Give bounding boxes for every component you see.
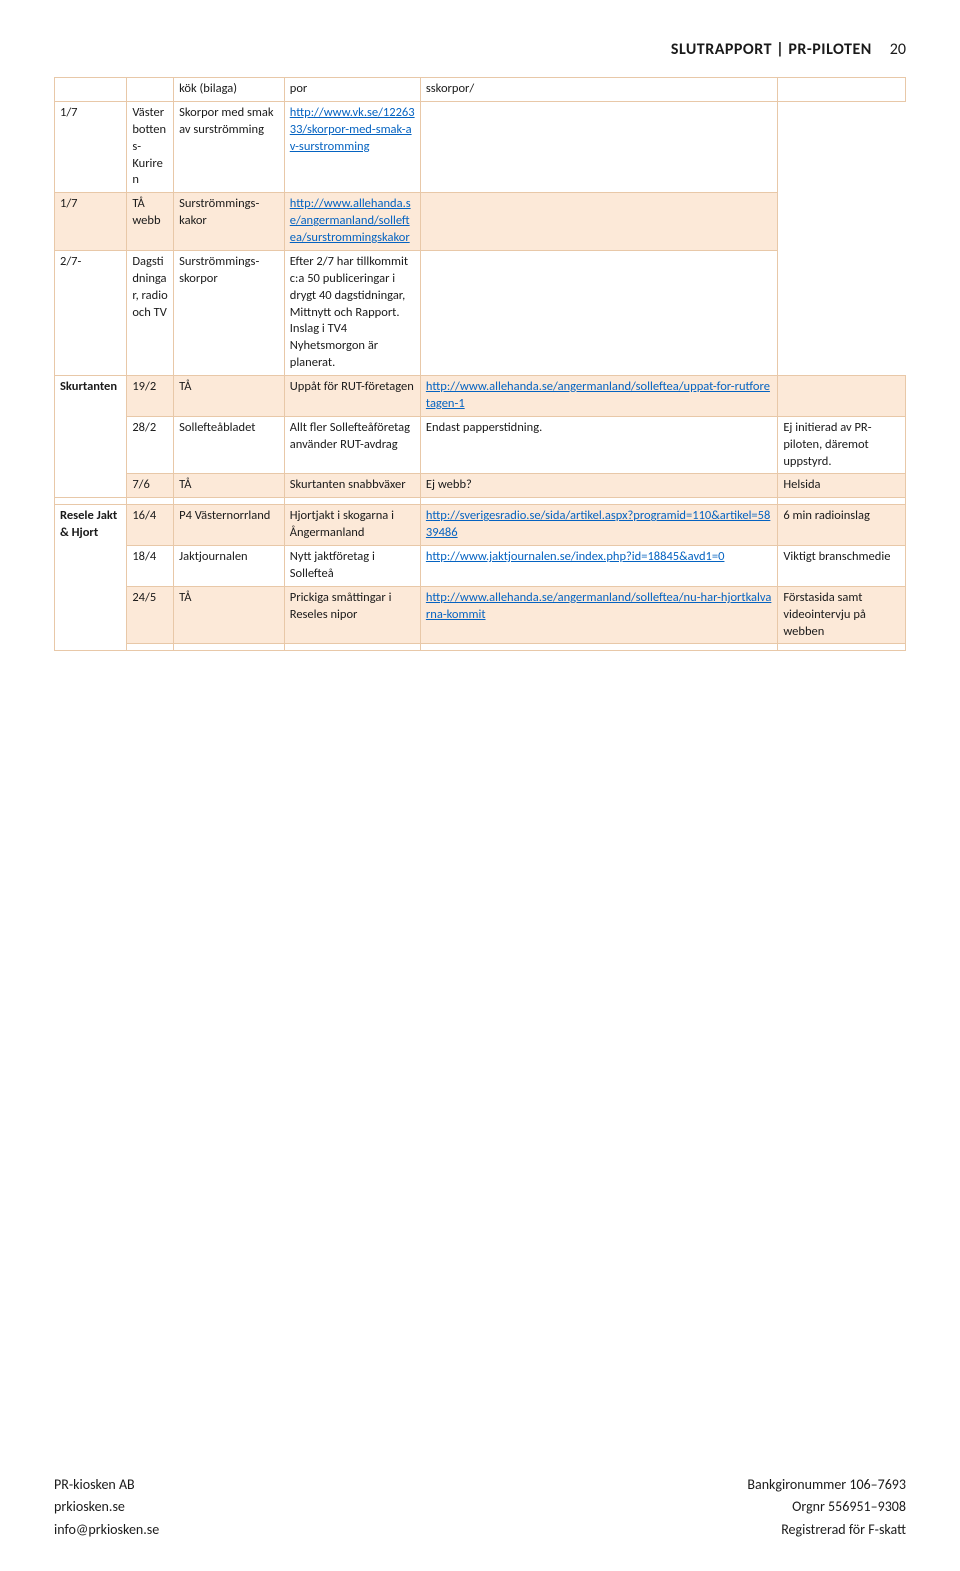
table-cell: http://www.vk.se/1226333/skorpor-med-sma… [284, 101, 420, 192]
table-cell: sskorpor/ [420, 78, 777, 102]
table-cell: Dagstidningar, radio och TV [127, 250, 174, 375]
table-cell [420, 644, 777, 651]
table-row: 18/4JaktjournalenNytt jaktföretag i Soll… [55, 546, 906, 587]
table-row: kök (bilaga)porsskorpor/ [55, 78, 906, 102]
table-cell [174, 498, 285, 505]
table-cell [420, 193, 777, 251]
table-cell: P4 Västernorrland [174, 505, 285, 546]
table-cell [420, 250, 777, 375]
page-footer: PR-kiosken ABprkiosken.seinfo@prkiosken.… [54, 1474, 906, 1541]
footer-right: Bankgironummer 106–7693Orgnr 556951–9308… [747, 1474, 906, 1541]
page-header: SLUTRAPPORT | PR-PILOTEN 20 [54, 40, 906, 59]
report-table: kök (bilaga)porsskorpor/1/7Västerbottens… [54, 77, 906, 651]
table-row: 24/5TÅPrickiga småttingar i Reseles nipo… [55, 586, 906, 644]
table-cell: Ej initierad av PR-piloten, däremot upps… [778, 416, 906, 474]
table-cell: 19/2 [127, 376, 174, 417]
table-cell [174, 644, 285, 651]
table-cell [127, 644, 174, 651]
table-cell [284, 644, 420, 651]
table-cell: Skurtanten snabbväxer [284, 474, 420, 498]
table-row: 2/7-Dagstidningar, radio och TVSurströmm… [55, 250, 906, 375]
link-cell[interactable]: http://www.allehanda.se/angermanland/sol… [426, 379, 770, 411]
table-cell: http://sverigesradio.se/sida/artikel.asp… [420, 505, 777, 546]
table-cell: 18/4 [127, 546, 174, 587]
table-row: 28/2SollefteåbladetAllt fler Sollefteåfö… [55, 416, 906, 474]
table-cell: TÅ [174, 376, 285, 417]
table-cell [778, 376, 906, 417]
table-cell: http://www.allehanda.se/angermanland/sol… [284, 193, 420, 251]
table-cell: 1/7 [55, 101, 127, 192]
link-cell[interactable]: http://www.jaktjournalen.se/index.php?id… [426, 549, 725, 564]
table-cell: Efter 2/7 har tillkommit c:a 50 publicer… [284, 250, 420, 375]
table-row [55, 498, 906, 505]
link-cell[interactable]: http://www.vk.se/1226333/skorpor-med-sma… [290, 105, 415, 154]
footer-line: Bankgironummer 106–7693 [747, 1474, 906, 1496]
table-cell: http://www.allehanda.se/angermanland/sol… [420, 376, 777, 417]
table-row: 7/6TÅSkurtanten snabbväxerEj webb?Helsid… [55, 474, 906, 498]
table-cell: Sollefteåbladet [174, 416, 285, 474]
table-cell: TÅ [174, 474, 285, 498]
footer-line: Registrerad för F-skatt [747, 1519, 906, 1541]
group-cell: Skurtanten [55, 376, 127, 498]
table-cell: por [284, 78, 420, 102]
table-cell [778, 498, 906, 505]
table-cell: Jaktjournalen [174, 546, 285, 587]
table-cell: 16/4 [127, 505, 174, 546]
table-cell: 28/2 [127, 416, 174, 474]
table-cell: Allt fler Sollefteåföretag använder RUT-… [284, 416, 420, 474]
table-cell [778, 78, 906, 102]
table-cell: http://www.allehanda.se/angermanland/sol… [420, 586, 777, 644]
table-cell: 1/7 [55, 193, 127, 251]
table-cell: Prickiga småttingar i Reseles nipor [284, 586, 420, 644]
group-cell [55, 78, 127, 102]
table-cell: Hjortjakt i skogarna i Ångermanland [284, 505, 420, 546]
link-cell[interactable]: http://www.allehanda.se/angermanland/sol… [290, 196, 411, 245]
table-cell: Surströmmings-skorpor [174, 250, 285, 375]
table-cell: Ej webb? [420, 474, 777, 498]
table-row: 1/7TÅ webbSurströmmings-kakorhttp://www.… [55, 193, 906, 251]
table-cell: Endast papperstidning. [420, 416, 777, 474]
table-row: Skurtanten19/2TÅUppåt för RUT-företagenh… [55, 376, 906, 417]
table-cell: TÅ webb [127, 193, 174, 251]
group-cell: Resele Jakt & Hjort [55, 505, 127, 651]
table-cell [127, 498, 174, 505]
table-cell: Helsida [778, 474, 906, 498]
footer-line: Orgnr 556951–9308 [747, 1496, 906, 1518]
table-cell: TÅ [174, 586, 285, 644]
table-cell: Nytt jaktföretag i Sollefteå [284, 546, 420, 587]
table-cell [778, 644, 906, 651]
table-row [55, 644, 906, 651]
footer-line: prkiosken.se [54, 1496, 159, 1518]
table-cell [420, 101, 777, 192]
table-cell: 6 min radioinslag [778, 505, 906, 546]
table-cell: 2/7- [55, 250, 127, 375]
table-cell: 24/5 [127, 586, 174, 644]
table-cell: 7/6 [127, 474, 174, 498]
header-page-number: 20 [890, 40, 906, 59]
table-cell: Uppåt för RUT-företagen [284, 376, 420, 417]
header-title: SLUTRAPPORT | PR-PILOTEN [671, 40, 872, 59]
table-cell: kök (bilaga) [174, 78, 285, 102]
table-cell: Förstasida samt videointervju på webben [778, 586, 906, 644]
footer-line: info@prkiosken.se [54, 1519, 159, 1541]
group-cell [55, 498, 127, 505]
footer-left: PR-kiosken ABprkiosken.seinfo@prkiosken.… [54, 1474, 159, 1541]
table-row: Resele Jakt & Hjort16/4P4 Västernorrland… [55, 505, 906, 546]
table-cell: Västerbottens-Kuriren [127, 101, 174, 192]
table-cell [127, 78, 174, 102]
table-cell [284, 498, 420, 505]
table-cell: Surströmmings-kakor [174, 193, 285, 251]
table-cell [420, 498, 777, 505]
table-row: 1/7Västerbottens-KurirenSkorpor med smak… [55, 101, 906, 192]
table-cell: http://www.jaktjournalen.se/index.php?id… [420, 546, 777, 587]
table-cell: Viktigt branschmedie [778, 546, 906, 587]
link-cell[interactable]: http://www.allehanda.se/angermanland/sol… [426, 590, 771, 622]
footer-line: PR-kiosken AB [54, 1474, 159, 1496]
table-cell: Skorpor med smak av surströmming [174, 101, 285, 192]
link-cell[interactable]: http://sverigesradio.se/sida/artikel.asp… [426, 508, 770, 540]
